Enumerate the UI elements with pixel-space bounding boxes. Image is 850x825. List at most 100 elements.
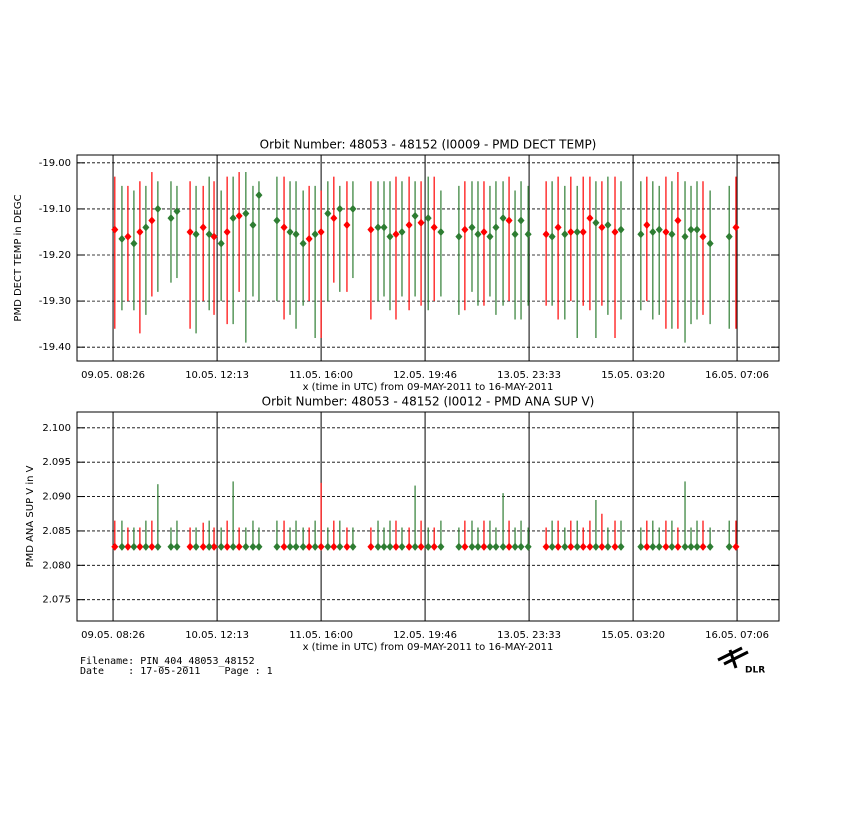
data-point	[118, 542, 126, 551]
data-point	[480, 227, 488, 236]
data-point	[437, 542, 445, 551]
data-point	[554, 542, 562, 551]
data-point	[286, 542, 294, 551]
data-point	[136, 542, 144, 551]
data-point	[505, 216, 513, 225]
data-point	[142, 223, 150, 232]
dlr-logo: DLR	[717, 646, 765, 676]
data-point	[604, 221, 612, 230]
logo-mark	[717, 646, 749, 669]
data-point	[186, 542, 194, 551]
y-tick-label: -19.20	[39, 250, 71, 261]
data-point	[411, 211, 419, 220]
data-point	[154, 542, 162, 551]
x-tick-label: 13.05. 23:33	[497, 370, 561, 381]
data-point	[693, 225, 701, 234]
data-point	[124, 232, 132, 241]
data-point	[424, 542, 432, 551]
data-point	[217, 542, 225, 551]
data-point	[598, 223, 606, 232]
data-point	[699, 232, 707, 241]
data-point	[118, 234, 126, 243]
data-point	[167, 214, 175, 223]
data-point	[411, 542, 419, 551]
data-point	[324, 542, 332, 551]
data-point	[336, 542, 344, 551]
data-point	[223, 542, 231, 551]
data-point	[299, 239, 307, 248]
chart-title: Orbit Number: 48053 - 48152 (I0009 - PMD…	[260, 138, 597, 152]
data-point	[148, 542, 156, 551]
y-tick-label: 2.075	[42, 595, 71, 606]
data-point	[674, 542, 682, 551]
data-point	[586, 542, 594, 551]
data-point	[124, 542, 132, 551]
data-point	[374, 223, 382, 232]
data-point	[468, 542, 476, 551]
x-tick-label: 13.05. 23:33	[497, 630, 561, 641]
y-tick-label: 2.085	[42, 526, 71, 537]
x-axis-label: x (time in UTC) from 09-MAY-2011 to 16-M…	[303, 382, 554, 393]
chart: Orbit Number: 48053 - 48152 (I0012 - PMD…	[25, 395, 780, 653]
plot-frame	[76, 154, 780, 362]
chart-title: Orbit Number: 48053 - 48152 (I0012 - PMD…	[262, 395, 595, 409]
data-point	[392, 542, 400, 551]
data-point	[111, 542, 119, 551]
data-point	[561, 542, 569, 551]
data-point	[173, 542, 181, 551]
x-tick-label: 15.05. 03:20	[601, 630, 665, 641]
data-point	[192, 230, 200, 239]
data-point	[687, 542, 695, 551]
data-point	[732, 542, 740, 551]
data-point	[242, 209, 250, 218]
y-tick-label: -19.30	[39, 296, 71, 307]
data-point	[186, 227, 194, 236]
data-point	[511, 542, 519, 551]
x-tick-label: 11.05. 16:00	[289, 370, 353, 381]
data-point	[554, 223, 562, 232]
data-point	[324, 209, 332, 218]
y-tick-label: -19.00	[39, 158, 71, 169]
plot-frame	[76, 411, 780, 622]
x-axis-label: x (time in UTC) from 09-MAY-2011 to 16-M…	[303, 642, 554, 653]
data-point	[499, 542, 507, 551]
data-point	[217, 239, 225, 248]
data-point	[542, 542, 550, 551]
data-point	[699, 542, 707, 551]
data-point	[430, 223, 438, 232]
data-point	[405, 221, 413, 230]
data-point	[706, 239, 714, 248]
data-point	[474, 542, 482, 551]
data-point	[343, 542, 351, 551]
data-point	[524, 230, 532, 239]
data-point	[199, 223, 207, 232]
data-point	[649, 227, 657, 236]
data-point	[398, 227, 406, 236]
data-point	[349, 204, 357, 213]
x-tick-label: 10.05. 12:13	[185, 370, 249, 381]
data-point	[617, 542, 625, 551]
data-point	[292, 230, 300, 239]
data-point	[430, 542, 438, 551]
data-point	[499, 214, 507, 223]
data-point	[317, 542, 325, 551]
data-point	[280, 542, 288, 551]
data-point	[732, 223, 740, 232]
data-point	[417, 218, 425, 227]
data-point	[548, 232, 556, 241]
data-point	[154, 204, 162, 213]
data-point	[299, 542, 307, 551]
data-point	[617, 225, 625, 234]
footer-filename: Filename: PIN_404_48053_48152	[80, 656, 255, 667]
data-point	[242, 542, 250, 551]
data-point	[343, 221, 351, 230]
data-point	[674, 216, 682, 225]
data-point	[461, 225, 469, 234]
x-tick-label: 16.05. 07:06	[705, 630, 769, 641]
data-point	[592, 542, 600, 551]
data-point	[517, 542, 525, 551]
data-point	[486, 232, 494, 241]
data-point	[111, 225, 119, 234]
data-point	[255, 191, 263, 200]
data-point	[386, 232, 394, 241]
